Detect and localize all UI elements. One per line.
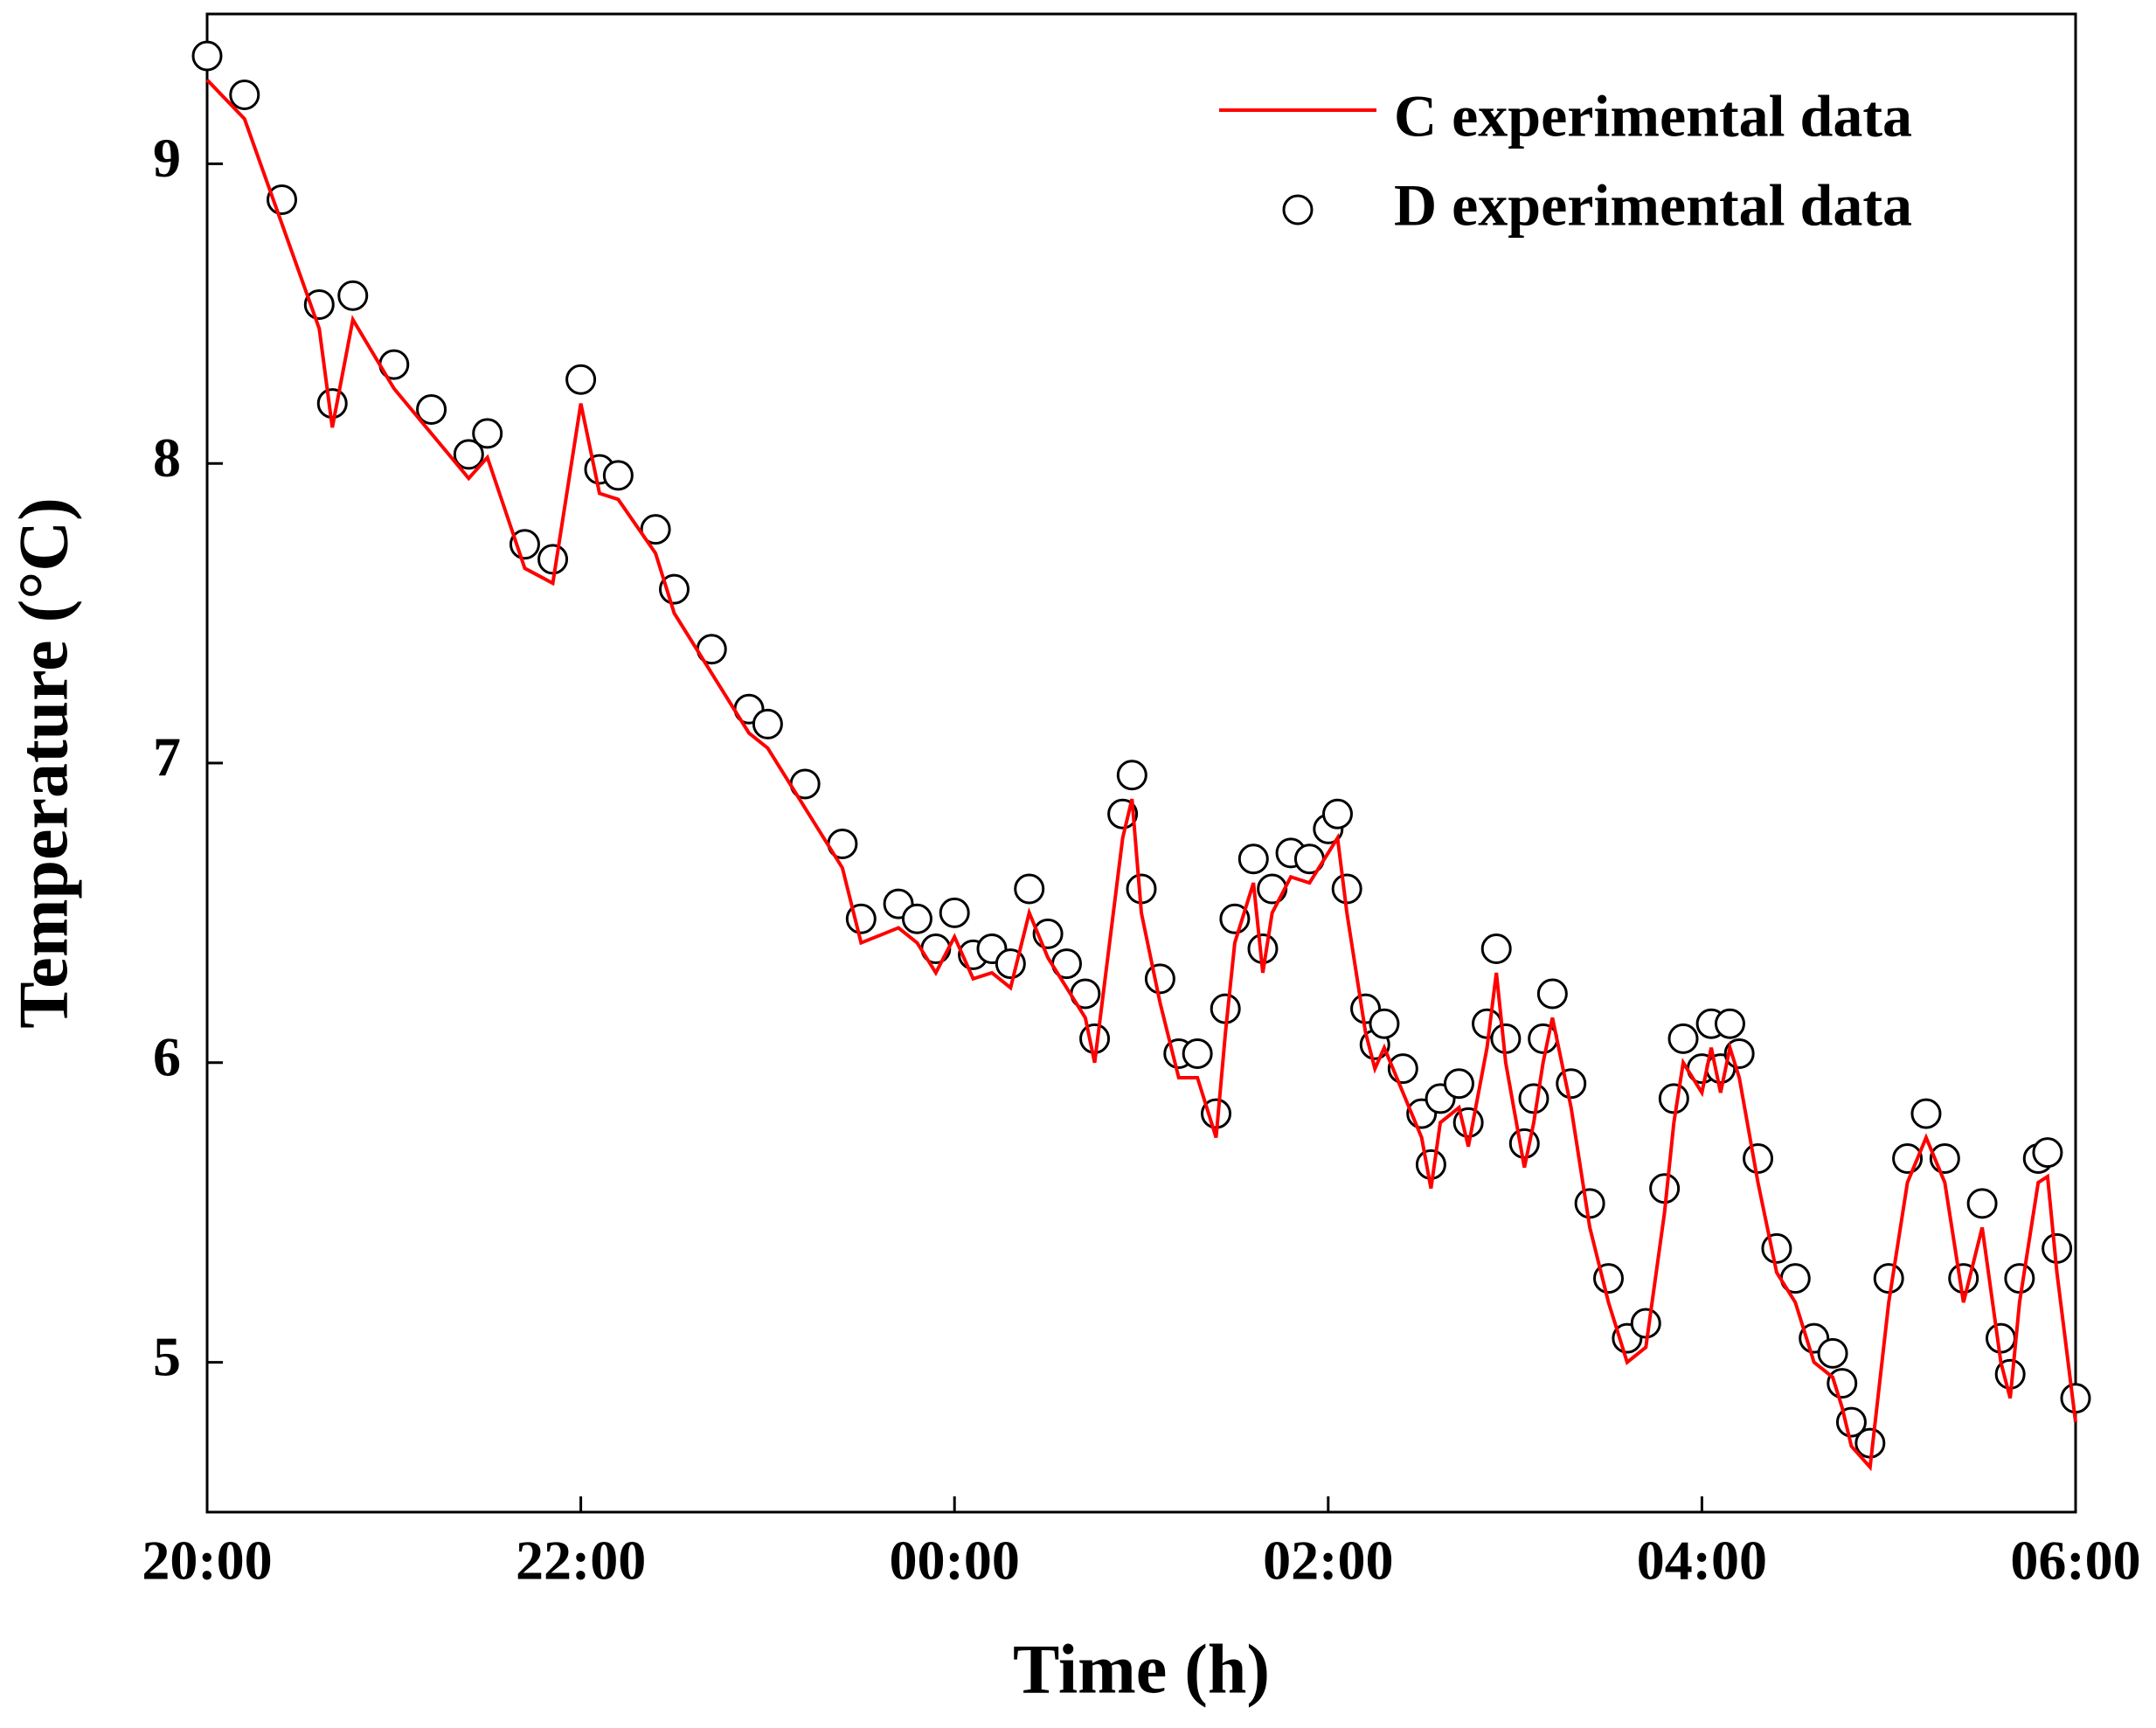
legend-label: C experimental data bbox=[1394, 83, 1912, 149]
data-point bbox=[1480, 933, 1512, 965]
x-axis-title: Time (h) bbox=[1013, 1631, 1270, 1708]
data-point bbox=[1574, 1188, 1605, 1219]
data-point bbox=[1658, 1083, 1689, 1114]
y-tick-label: 9 bbox=[153, 127, 181, 189]
data-point bbox=[1014, 873, 1045, 905]
data-point bbox=[316, 388, 348, 420]
data-point bbox=[2004, 1263, 2035, 1294]
data-point bbox=[229, 80, 260, 111]
y-tick-label: 5 bbox=[153, 1325, 181, 1387]
data-point bbox=[537, 544, 569, 575]
data-point bbox=[1443, 1068, 1474, 1100]
data-point bbox=[453, 439, 484, 470]
data-point bbox=[1743, 1142, 1774, 1174]
x-tick-label: 02:00 bbox=[1263, 1530, 1393, 1592]
data-point bbox=[337, 280, 369, 311]
data-point bbox=[1508, 1128, 1540, 1159]
x-tick-label: 04:00 bbox=[1637, 1530, 1767, 1592]
data-point bbox=[752, 708, 783, 739]
data-point bbox=[416, 393, 447, 425]
data-point bbox=[1321, 798, 1353, 829]
data-point bbox=[1144, 963, 1175, 995]
data-point bbox=[2032, 1137, 2063, 1169]
data-point bbox=[602, 460, 634, 491]
data-point bbox=[1630, 1308, 1661, 1339]
data-point bbox=[1518, 1083, 1549, 1114]
data-point bbox=[472, 418, 503, 449]
data-point bbox=[1237, 843, 1269, 875]
data-point bbox=[1079, 1023, 1111, 1054]
data-point bbox=[1873, 1263, 1904, 1294]
data-point bbox=[640, 514, 671, 545]
data-point bbox=[565, 364, 597, 395]
data-point bbox=[1761, 1232, 1792, 1264]
legend-label: D experimental data bbox=[1394, 172, 1912, 239]
data-point bbox=[1415, 1149, 1446, 1180]
data-point bbox=[901, 903, 932, 934]
data-point bbox=[1536, 978, 1568, 1010]
data-point bbox=[1827, 1368, 1858, 1399]
data-point bbox=[939, 897, 970, 928]
data-point bbox=[1910, 1098, 1942, 1129]
y-tick-label: 6 bbox=[153, 1025, 181, 1087]
data-point bbox=[1714, 1008, 1745, 1039]
y-tick-label: 8 bbox=[153, 427, 181, 489]
y-axis-title: Temperature (°C) bbox=[5, 497, 82, 1028]
data-point bbox=[1331, 873, 1362, 905]
y-tick-label: 7 bbox=[153, 726, 181, 788]
x-tick-label: 06:00 bbox=[2010, 1530, 2140, 1592]
data-point bbox=[1556, 1068, 1587, 1100]
x-tick-label: 22:00 bbox=[516, 1530, 646, 1592]
data-point bbox=[1966, 1188, 1998, 1219]
data-point bbox=[1369, 1008, 1400, 1039]
data-point bbox=[1817, 1337, 1848, 1369]
data-point bbox=[1667, 1023, 1699, 1054]
data-point bbox=[1985, 1322, 2016, 1354]
data-point bbox=[1182, 1038, 1213, 1070]
x-tick-label: 20:00 bbox=[142, 1530, 272, 1592]
data-point bbox=[1116, 760, 1147, 791]
data-point bbox=[2060, 1383, 2091, 1414]
data-line bbox=[205, 79, 2077, 1472]
data-point bbox=[1257, 873, 1288, 905]
data-point bbox=[1528, 1023, 1559, 1054]
x-tick-label: 00:00 bbox=[890, 1530, 1020, 1592]
legend-marker bbox=[1282, 194, 1314, 226]
data-point bbox=[191, 40, 223, 72]
